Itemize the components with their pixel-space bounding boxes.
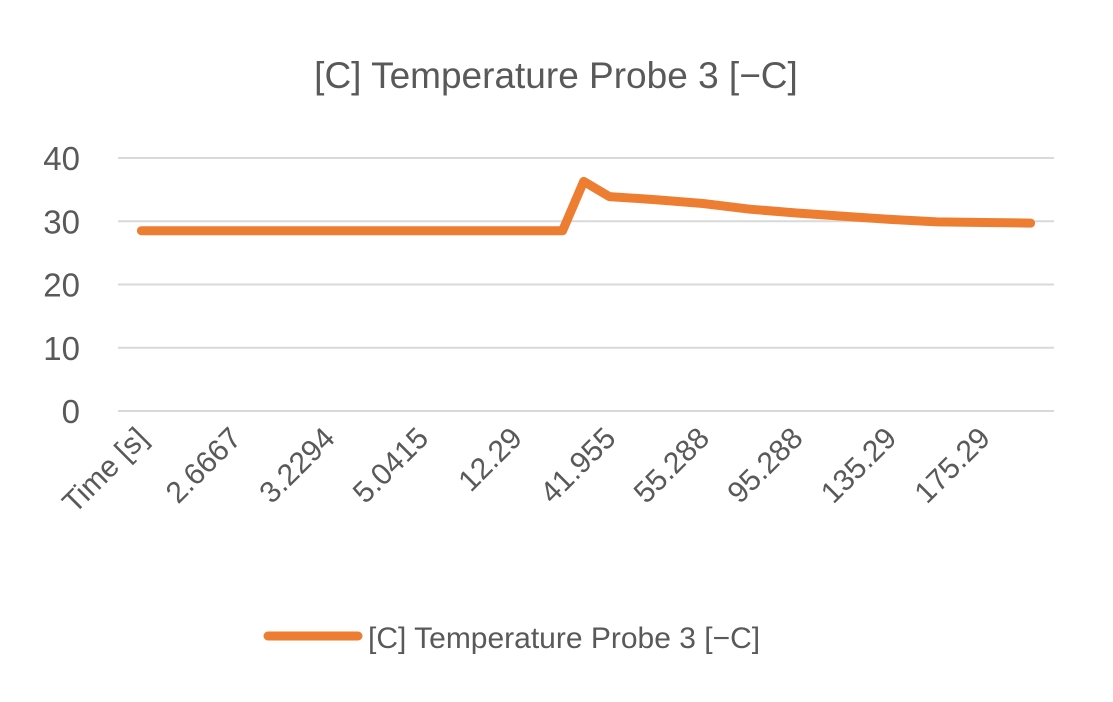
x-tick-label: 55.288 (628, 422, 716, 510)
x-tick-label: 95.288 (721, 422, 809, 510)
y-tick-label: 20 (43, 267, 80, 304)
x-tick-label: 3.2294 (253, 422, 341, 510)
legend: [C] Temperature Probe 3 [−C] (263, 622, 760, 655)
y-tick-label: 40 (43, 140, 80, 177)
y-axis-ticks: 0 10 20 30 40 (43, 140, 80, 430)
series-group (136, 176, 1036, 236)
legend-label: [C] Temperature Probe 3 [−C] (368, 622, 760, 655)
x-tick-label: 12.29 (452, 422, 528, 498)
x-tick-label: 5.0415 (347, 422, 435, 510)
x-tick-label: 175.29 (909, 422, 997, 510)
x-axis-ticks: Time [s] 2.6667 3.2294 5.0415 12.29 41.955 55.… (56, 422, 996, 520)
y-tick-label: 30 (43, 203, 80, 240)
x-tick-label: Time [s] (56, 422, 154, 520)
y-tick-label: 10 (43, 330, 80, 367)
chart-title: [C] Temperature Probe 3 [−C] (314, 55, 798, 96)
x-tick-label: 2.6667 (160, 422, 248, 510)
series-line-0 (136, 176, 1036, 236)
gridlines (118, 157, 1054, 412)
y-tick-label: 0 (62, 393, 80, 430)
x-tick-label: 135.29 (815, 422, 903, 510)
x-tick-label: 41.955 (534, 422, 622, 510)
